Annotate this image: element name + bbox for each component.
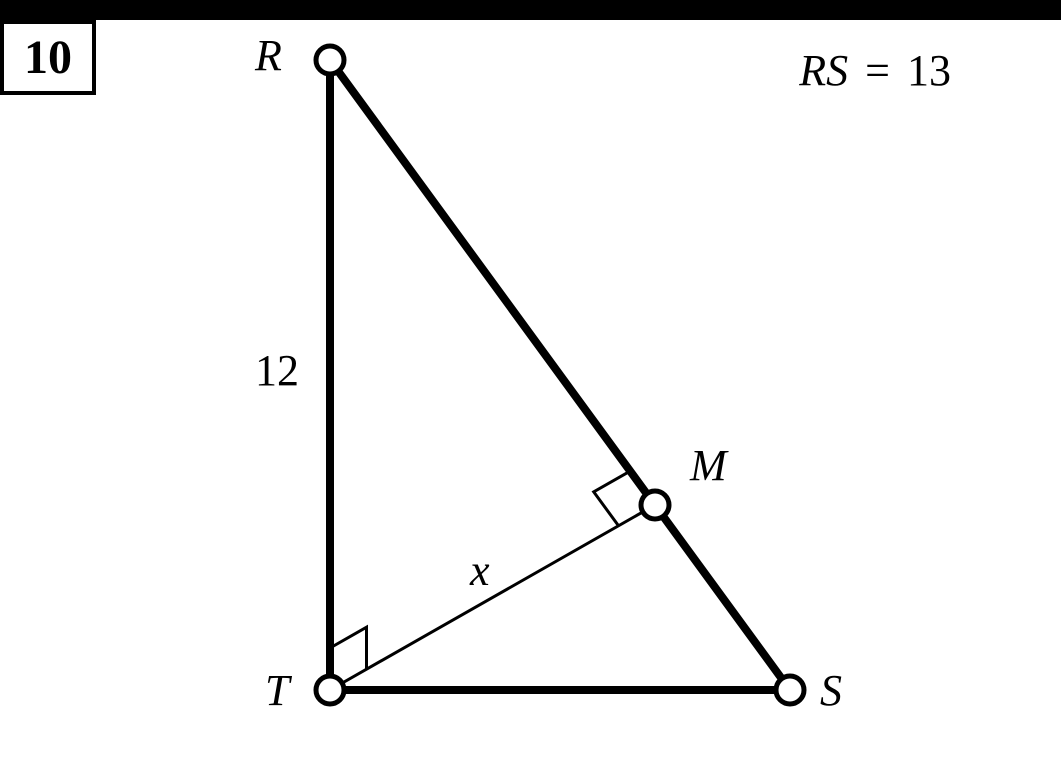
triangle-diagram — [0, 0, 1061, 760]
side-label-rt: 12 — [255, 345, 299, 396]
vertex-label-t: T — [265, 665, 289, 716]
vertex-label-r: R — [255, 30, 282, 81]
vertex-label-s: S — [820, 665, 842, 716]
var-label-tm: x — [470, 545, 490, 596]
vertex-label-m: M — [690, 440, 727, 491]
